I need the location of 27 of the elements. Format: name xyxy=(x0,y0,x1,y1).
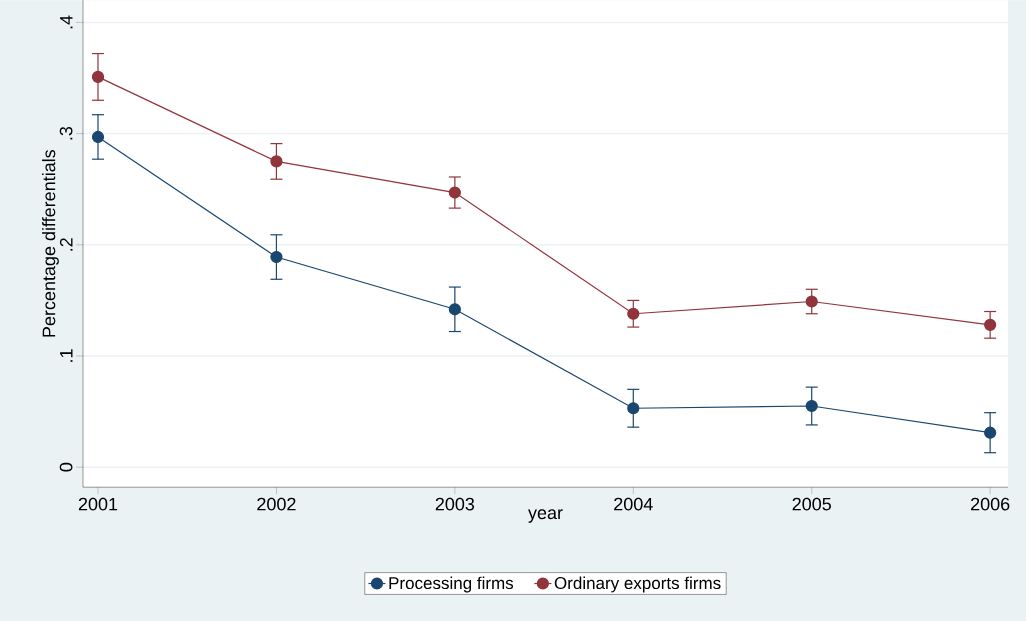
x-tick-label: 2004 xyxy=(614,497,653,511)
point xyxy=(270,155,283,168)
point xyxy=(448,186,461,199)
y-tick-label: .3 xyxy=(59,126,73,140)
legend-label: Ordinary exports firms xyxy=(554,576,721,593)
point xyxy=(627,307,640,320)
y-tick-label: 0 xyxy=(59,462,73,472)
x-tick-label: 2002 xyxy=(257,497,296,511)
point xyxy=(91,70,105,83)
point xyxy=(984,318,997,331)
y-axis-title: Percentage differentials xyxy=(42,149,59,337)
x-tick-label: 2005 xyxy=(792,497,831,511)
legend-label: Processing firms xyxy=(389,576,514,593)
point xyxy=(805,295,818,308)
y-tick-label: .1 xyxy=(60,349,73,362)
x-axis-title: year xyxy=(528,509,563,523)
x-tick-label: 2006 xyxy=(971,497,1010,511)
point xyxy=(805,399,818,413)
point xyxy=(91,130,105,143)
point xyxy=(270,250,283,264)
point xyxy=(448,303,461,316)
point xyxy=(627,402,640,415)
y-tick-label: .2 xyxy=(59,238,73,251)
y-tick-label: .4 xyxy=(60,15,73,29)
point xyxy=(984,426,997,439)
x-tick-label: 2001 xyxy=(78,497,118,511)
x-tick-label: 2003 xyxy=(435,497,475,511)
